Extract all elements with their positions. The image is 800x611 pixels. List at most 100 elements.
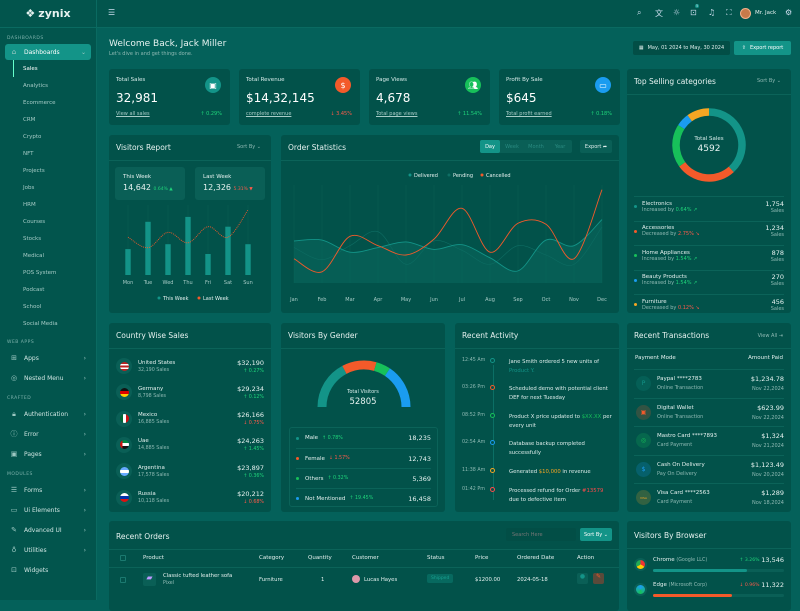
x-tick-label: Tue	[143, 280, 153, 286]
trend-up-icon: ↗	[691, 280, 698, 286]
legend-dot	[634, 303, 637, 306]
view-all-link[interactable]: View All ⇥	[757, 333, 783, 339]
country-item: Germany 8,798 Sales $29,234 ↑ 0.12%	[116, 381, 264, 403]
timeline-dot	[490, 440, 495, 445]
sidebar-item[interactable]: ◎ Nested Menu ›	[10, 374, 86, 382]
recent-orders-card: Recent Orders Sort By ⌄ Product Category Q…	[109, 521, 619, 611]
sidebar-item[interactable]: ⊡ Widgets	[11, 566, 49, 574]
chevron-right-icon: ›	[83, 374, 86, 382]
chevron-right-icon: ›	[83, 506, 86, 514]
section-label: CRAFTED	[7, 396, 32, 401]
sidebar-subitem[interactable]: HRM	[23, 201, 36, 208]
timeline-dot	[490, 487, 495, 492]
trend-down-icon: ↘	[693, 304, 700, 311]
timeline-dot	[490, 358, 495, 363]
fullscreen-icon[interactable]: ⛶	[726, 8, 732, 17]
cart-icon[interactable]: ⊡ 5	[690, 4, 700, 17]
sidebar-item[interactable]: ♁ Utilities ›	[11, 546, 86, 554]
sidebar-subitem[interactable]: POS System	[23, 269, 57, 276]
country-item: Russia 10,118 Sales $20,212 ↓ 0.68%	[116, 487, 264, 509]
sidebar-item-dashboards[interactable]: ⌂ Dashboards ⌄	[5, 44, 91, 60]
menu-icon: ☰	[10, 486, 18, 494]
page-subtitle: Let's dive in and get things done.	[109, 51, 193, 57]
sidebar-item[interactable]: ▣ Pages ›	[10, 450, 86, 458]
tab-day[interactable]: Day	[480, 140, 500, 153]
row-checkbox[interactable]	[120, 577, 126, 583]
notification-bell-icon[interactable]: ♫	[708, 8, 716, 17]
user-name[interactable]: Mr. Jack	[755, 10, 777, 16]
payment-icon: $	[636, 461, 651, 477]
stat-link[interactable]: View all sales	[116, 111, 150, 117]
sidebar-subitem[interactable]: Courses	[23, 218, 46, 225]
sidebar-item[interactable]: ⊞ Apps ›	[11, 354, 86, 362]
sort-by-dropdown[interactable]: Sort By ⌄	[756, 78, 781, 84]
gauge-segment	[342, 360, 377, 374]
top-selling-card: Top Selling categories Sort By ⌄ Total S…	[627, 69, 791, 313]
select-all-checkbox[interactable]	[120, 555, 126, 561]
flag-ar-icon	[116, 463, 132, 480]
export-report-button[interactable]: ⇪ Export report	[734, 41, 791, 55]
share-bar-fill	[653, 569, 748, 572]
tab-year[interactable]: Year	[554, 143, 566, 150]
sidebar-subitem[interactable]: Sales	[13, 60, 96, 77]
stat-icon: ▭	[595, 77, 611, 93]
sidebar-subitem[interactable]: Projects	[23, 167, 45, 174]
x-tick-label: Jan	[289, 297, 298, 303]
sidebar-subitem[interactable]: Crypto	[23, 133, 42, 140]
menu-toggle-icon[interactable]: ☰	[108, 8, 116, 17]
column-header: Quantity	[308, 555, 332, 561]
sidebar-subitem[interactable]: Jobs	[23, 184, 35, 191]
avatar[interactable]	[740, 8, 751, 19]
tab-week[interactable]: Week	[505, 143, 519, 150]
sidebar-subitem[interactable]: NFT	[23, 150, 34, 157]
sidebar-subitem[interactable]: School	[23, 303, 42, 310]
legend-dot	[296, 477, 299, 480]
sidebar-subitem[interactable]: Social Media	[23, 320, 58, 327]
legend-dot	[197, 296, 201, 300]
menu-icon: ⊡	[11, 566, 17, 574]
visitors-report-card: Visitors Report Sort By ⌄ This Week 14,6…	[109, 135, 271, 313]
legend-dot	[408, 173, 412, 177]
sidebar-subitem[interactable]: CRM	[23, 116, 36, 123]
sort-by-dropdown[interactable]: Sort By ⌄	[236, 144, 261, 150]
legend-label: Delivered	[414, 173, 438, 179]
gender-item: Female ↓ 1.57% 12,743	[296, 448, 431, 468]
gender-item: Male ↑ 0.78% 18,235	[296, 428, 431, 448]
stat-link[interactable]: Total page views	[376, 111, 418, 117]
date-range-picker[interactable]: ▦ May, 01 2024 to May, 30 2024	[633, 41, 730, 55]
header: ☰ ⌕ 文 ☼ ⊡ 5 ♫ ⛶ Mr. Jack ⚙	[97, 0, 800, 28]
search-orders-input[interactable]	[506, 528, 576, 541]
sidebar-item[interactable]: ✎ Advanced UI ›	[11, 526, 86, 534]
sidebar-subitem[interactable]: Podcast	[23, 286, 45, 293]
legend-dot	[480, 173, 484, 177]
chevron-right-icon: ›	[83, 526, 86, 534]
category-item: Furniture Decreased by 0.12% ↘ 456 Sales	[634, 294, 784, 314]
flag-ae-icon	[116, 436, 132, 453]
sort-by-button[interactable]: Sort By ⌄	[580, 528, 612, 541]
theme-toggle-icon[interactable]: ☼	[673, 8, 681, 17]
settings-gear-icon[interactable]: ⚙	[785, 8, 793, 17]
sidebar-subitem[interactable]: Ecommerce	[23, 99, 56, 106]
legend-label: Cancelled	[486, 173, 511, 179]
tab-month[interactable]: Month	[528, 143, 544, 150]
sidebar-subitem[interactable]: Medical	[23, 252, 45, 259]
logo[interactable]: ❖ zynix	[0, 0, 96, 28]
sidebar-item[interactable]: ☰ Forms ›	[10, 486, 86, 494]
translate-icon[interactable]: 文	[655, 9, 663, 18]
stat-link[interactable]: complete revenue	[246, 111, 292, 117]
flag-ru-icon	[116, 489, 132, 506]
sidebar-item[interactable]: ⓘ Error ›	[10, 430, 87, 438]
search-icon[interactable]: ⌕	[637, 8, 642, 17]
export-button[interactable]: Export ➦	[580, 140, 612, 153]
gauge-segment	[373, 362, 390, 376]
edit-pencil-icon[interactable]: ✎	[593, 573, 604, 584]
view-eye-icon[interactable]: ●	[577, 573, 588, 584]
bar-this-week	[225, 226, 231, 275]
sidebar-item[interactable]: ▭ Ui Elements ›	[10, 506, 86, 514]
menu-icon: ♁	[11, 546, 17, 554]
sidebar-subitem[interactable]: Analytics	[23, 82, 48, 89]
sidebar-item[interactable]: 🔒︎ Authentication ›	[0, 404, 96, 424]
x-tick-label: Sat	[224, 280, 232, 286]
stat-link[interactable]: Total profit earned	[506, 111, 552, 117]
sidebar-subitem[interactable]: Stocks	[23, 235, 42, 242]
